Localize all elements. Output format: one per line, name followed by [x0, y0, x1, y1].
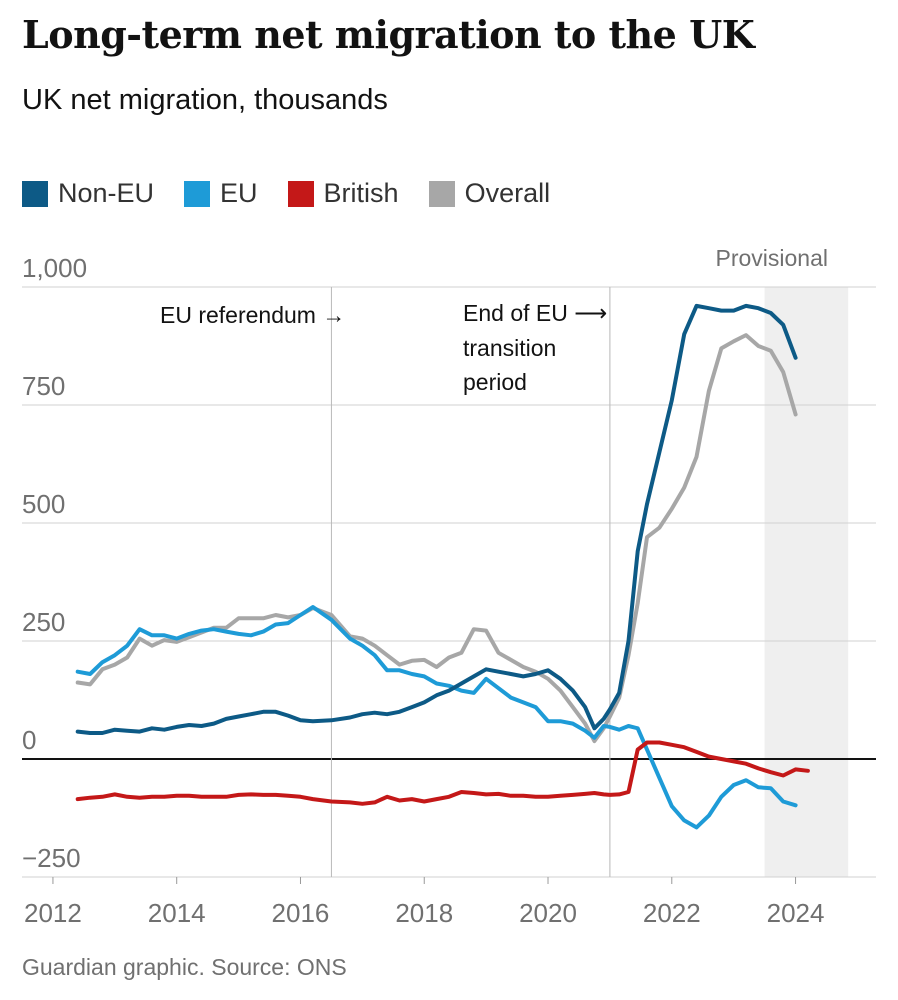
legend-item-british: British	[287, 178, 399, 209]
axis-labels: 1,000 750 500 250 0 −250 2012 2014 2016 2018 2020 2…	[22, 253, 824, 928]
legend-item-overall: Overall	[428, 178, 551, 209]
chart-subtitle: UK net migration, thousands	[22, 84, 388, 116]
source-note: Guardian graphic. Source: ONS	[22, 954, 347, 980]
x-tick-label-2014: 2014	[148, 898, 206, 928]
legend-swatch-non-eu	[22, 180, 48, 207]
x-tick-label-2022: 2022	[643, 898, 701, 928]
y-tick-label-5: −250	[22, 843, 81, 873]
annotations: EU referendum → End of EU ⟶ transition p…	[160, 245, 828, 395]
legend-label-british: British	[323, 178, 399, 208]
gridlines	[22, 286, 876, 884]
series-lines	[75, 303, 810, 830]
chart-title: Long-term net migration to the UK	[22, 12, 755, 57]
legend-label-eu: EU	[220, 178, 258, 208]
x-tick-label-2018: 2018	[395, 898, 453, 928]
y-tick-label-0: 1,000	[22, 253, 87, 283]
legend-item-eu: EU	[184, 178, 258, 209]
x-tick-label-2020: 2020	[519, 898, 577, 928]
event-markers	[330, 287, 611, 877]
annotation-eu-referendum: EU referendum →	[160, 302, 345, 328]
legend-swatch-british	[287, 180, 314, 207]
legend-label-non-eu: Non-EU	[58, 178, 155, 208]
annotation-transition-line3: period	[463, 369, 527, 395]
series-line-overall	[75, 333, 798, 744]
y-tick-label-4: 0	[22, 725, 36, 755]
legend-label-overall: Overall	[464, 178, 551, 208]
series-line-non-eu	[75, 303, 798, 735]
y-tick-label-2: 500	[22, 489, 65, 519]
x-tick-label-2016: 2016	[272, 898, 330, 928]
legend-swatch-eu	[184, 180, 211, 207]
series-line-british	[75, 740, 810, 806]
annotation-provisional: Provisional	[716, 245, 829, 271]
legend-swatch-overall	[428, 180, 455, 207]
x-tick-label-2012: 2012	[24, 898, 82, 928]
y-tick-label-1: 750	[22, 371, 65, 401]
annotation-transition-line2: transition	[463, 335, 556, 361]
provisional-region	[764, 287, 849, 877]
y-tick-label-3: 250	[22, 607, 65, 637]
legend-item-non-eu: Non-EU	[22, 178, 154, 209]
legend: Non-EU EU British Overall	[22, 178, 580, 209]
annotation-transition-line1: End of EU ⟶	[463, 300, 607, 326]
x-tick-label-2024: 2024	[767, 898, 825, 928]
provisional-shading	[764, 287, 849, 877]
